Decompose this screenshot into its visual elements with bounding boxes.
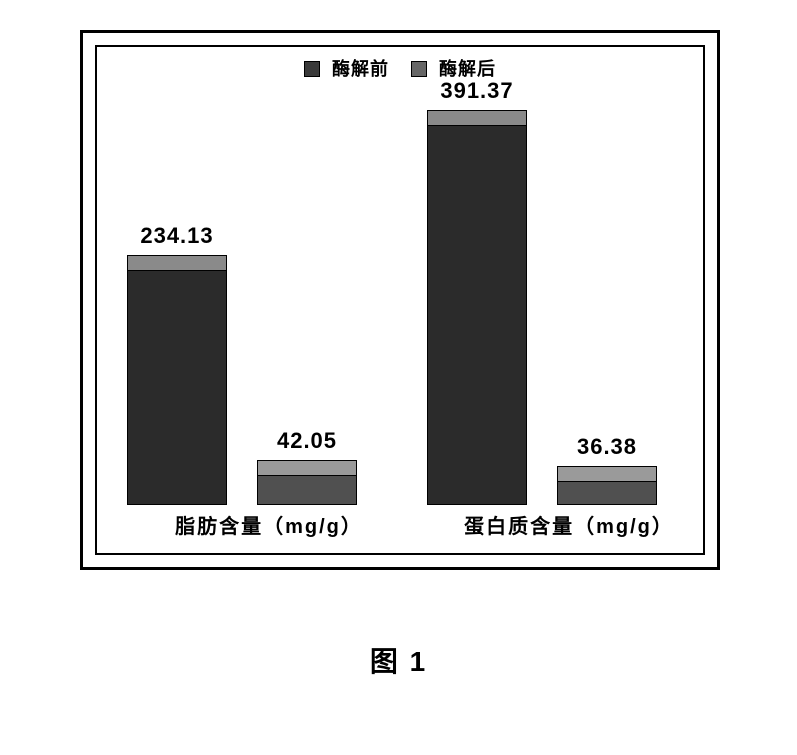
value-label-protein-after: 36.38 <box>537 434 677 460</box>
bar-protein-after-topband <box>558 467 656 482</box>
figure-caption: 图 1 <box>0 640 797 680</box>
legend-label-before: 酶解前 <box>332 55 389 81</box>
value-label-fat-before: 234.13 <box>107 223 247 249</box>
bar-fat-before <box>127 255 227 505</box>
bar-protein-after <box>557 466 657 505</box>
legend-swatch-after <box>411 61 427 77</box>
bar-fat-before-topband <box>128 256 226 271</box>
plot-area: 234.13 42.05 391.37 36.38 <box>97 87 703 505</box>
value-label-fat-after: 42.05 <box>237 428 377 454</box>
xlabel-protein: 蛋白质含量（mg/g） <box>439 510 699 539</box>
bar-fat-after <box>257 460 357 505</box>
bar-fat-after-topband <box>258 461 356 476</box>
value-label-protein-before: 391.37 <box>407 78 547 104</box>
xlabel-fat: 脂肪含量（mg/g） <box>139 510 399 539</box>
bar-protein-before-topband <box>428 111 526 126</box>
legend-swatch-before <box>304 61 320 77</box>
chart-outer-frame: 酶解前 酶解后 234.13 42.05 <box>80 30 720 570</box>
legend-item-before: 酶解前 <box>300 55 393 81</box>
bar-protein-before <box>427 110 527 505</box>
chart-inner-frame: 酶解前 酶解后 234.13 42.05 <box>95 45 705 555</box>
chart-legend: 酶解前 酶解后 <box>97 55 703 81</box>
